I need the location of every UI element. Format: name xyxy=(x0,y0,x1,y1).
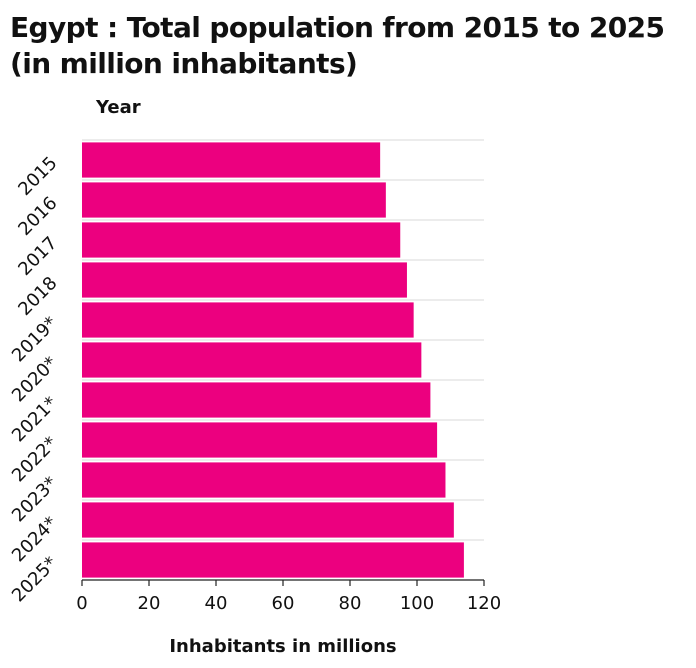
bar-2018 xyxy=(82,262,407,298)
x-tick-label: 120 xyxy=(467,593,501,614)
chart-title: Egypt : Total population from 2015 to 20… xyxy=(10,10,690,82)
chart-title-line-1: Egypt : Total population from 2015 to 20… xyxy=(10,11,665,44)
x-tick-label: 60 xyxy=(272,593,295,614)
x-tick-label: 0 xyxy=(76,593,87,614)
bar-2020-est xyxy=(82,342,422,378)
y-tick-label: 2018 xyxy=(14,273,61,320)
bar-2023-est xyxy=(82,462,446,498)
x-tick-label: 80 xyxy=(339,593,362,614)
y-tick-label: 2016 xyxy=(14,193,61,240)
bar-2016 xyxy=(82,182,386,218)
y-axis-label: Year xyxy=(95,97,141,118)
x-axis: 0 20 40 60 80 100 120 xyxy=(76,579,501,614)
x-tick-label: 40 xyxy=(205,593,228,614)
y-tick-label: 2019* xyxy=(8,313,62,367)
y-tick-labels: 20152016201720182019*2020*2021*2022*2023… xyxy=(8,153,62,607)
bar-2017 xyxy=(82,222,401,258)
bar-2022-est xyxy=(82,422,438,458)
bar-2025-est xyxy=(82,542,464,578)
bar-2015 xyxy=(82,142,381,178)
bars xyxy=(82,142,464,578)
x-tick-label: 20 xyxy=(138,593,161,614)
chart-title-line-2: (in million inhabitants) xyxy=(10,47,358,80)
x-axis-label: Inhabitants in millions xyxy=(169,636,396,657)
y-tick-label: 2017 xyxy=(14,233,61,280)
x-tick-label: 100 xyxy=(400,593,434,614)
bar-2024-est xyxy=(82,502,454,538)
bar-2021-est xyxy=(82,382,431,418)
y-tick-label: 2015 xyxy=(14,153,61,200)
bar-2019-est xyxy=(82,302,414,338)
